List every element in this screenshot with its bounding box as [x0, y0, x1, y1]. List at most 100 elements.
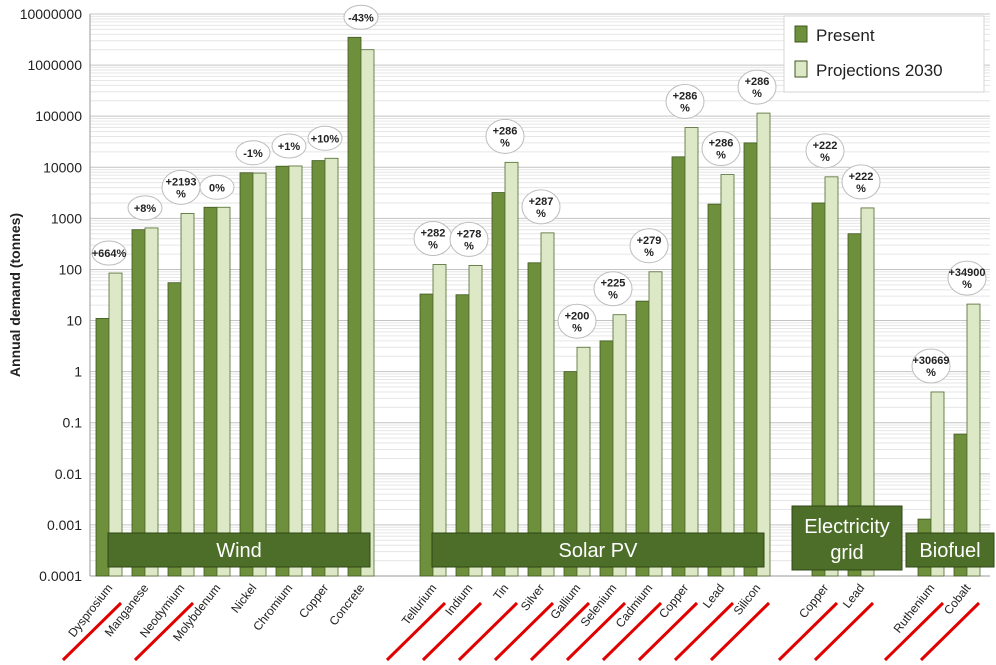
category-highlight-mark — [421, 601, 483, 662]
change-callout-text: +30669 — [912, 355, 949, 367]
change-callout-text: % — [572, 322, 582, 334]
change-callout-text: % — [962, 279, 972, 291]
change-callout-text: +10% — [311, 133, 340, 145]
change-callout-text: +278 — [457, 228, 482, 240]
bar-projection — [324, 157, 339, 577]
legend-swatch-projection — [794, 60, 808, 78]
change-callout-text: % — [856, 183, 866, 195]
legend-label-present: Present — [816, 26, 875, 45]
change-callout-bubble — [911, 348, 951, 384]
bar-projection — [860, 207, 875, 577]
category-highlight-mark — [601, 601, 663, 662]
change-callout-text: % — [644, 247, 654, 259]
category-highlight-mark — [493, 601, 555, 662]
bar-present — [671, 156, 686, 577]
bar-present — [743, 142, 758, 577]
change-callout-bubble — [271, 133, 307, 159]
y-axis-ticks: 0.0001 0.001 0.01 0.1 1 10 100 1000 10000 100000 1… — [20, 6, 83, 584]
change-callout-text: % — [926, 367, 936, 379]
x-tick-label: Lead — [700, 581, 727, 611]
legend: Present Projections 2030 — [783, 15, 985, 93]
change-callout-bubble — [307, 125, 343, 151]
change-callout-bubble — [629, 228, 669, 264]
change-callout-bubble — [701, 131, 741, 167]
x-tick-label: Tin — [490, 581, 511, 602]
change-callout-bubble — [593, 271, 633, 307]
category-highlight-mark — [529, 601, 591, 662]
change-callout-bubble — [127, 195, 163, 221]
bar-present — [275, 165, 290, 577]
change-callout-bubble — [521, 189, 561, 225]
category-highlight-mark — [673, 601, 735, 662]
group-label-text: Biofuel — [919, 540, 980, 562]
group-label-text: Wind — [216, 540, 262, 562]
change-callout-bubble — [485, 118, 525, 154]
bar-projection — [360, 49, 375, 577]
x-tick-label: Cadmium — [613, 581, 656, 630]
change-callout-text: +222 — [849, 171, 874, 183]
bar-projection — [576, 346, 591, 577]
change-callout-text: +8% — [134, 203, 157, 215]
change-callout-text: % — [464, 240, 474, 252]
bar-projection — [108, 272, 123, 577]
change-callout-bubble — [199, 174, 235, 200]
group-labels: Wind Solar PV Electricity grid Biofuel — [107, 505, 995, 571]
group-label-text: grid — [830, 542, 863, 564]
y-tick-label: 100 — [59, 261, 83, 277]
bar-present — [95, 318, 110, 577]
change-callout-bubble — [343, 4, 379, 30]
category-highlight-mark — [61, 601, 123, 662]
change-callout-bubble — [841, 164, 881, 200]
bar-projection — [288, 165, 303, 577]
change-callout-text: +279 — [637, 235, 662, 247]
y-axis-label: Annual demand (tonnes) — [7, 213, 23, 377]
change-callout-text: -43% — [348, 12, 374, 24]
bar-projection — [966, 303, 981, 577]
bar-projection — [180, 213, 195, 577]
change-callout-text: % — [752, 88, 762, 100]
change-callout-bubble — [665, 84, 705, 120]
change-callout-bubble — [805, 133, 845, 169]
x-tick-label: Nickel — [228, 581, 259, 615]
y-tick-label: 10000000 — [20, 6, 83, 22]
change-callout-text: 0% — [209, 182, 225, 194]
change-callout-bubble — [947, 260, 987, 296]
bar-projection — [144, 227, 159, 577]
change-callout-bubble — [557, 303, 597, 339]
bar-projection — [216, 206, 231, 577]
bar-projection — [468, 265, 483, 577]
bar-present — [347, 36, 362, 577]
category-highlight-mark — [637, 601, 699, 662]
change-callout-text: +225 — [601, 278, 626, 290]
change-callout-text: % — [428, 240, 438, 252]
bar-projection — [756, 112, 771, 577]
y-tick-label: 0.1 — [63, 415, 83, 431]
x-tick-label: Ruthenium — [891, 581, 938, 635]
bar-present — [707, 203, 722, 577]
category-highlight-mark — [385, 601, 447, 662]
bars — [95, 36, 981, 577]
change-callout-text: % — [820, 152, 830, 164]
change-callout-bubble — [91, 240, 127, 266]
category-highlight-mark — [919, 601, 981, 662]
change-callout-text: +200 — [565, 310, 590, 322]
change-callout-text: +1% — [278, 141, 301, 153]
bar-projection — [824, 176, 839, 577]
legend-label-projection: Projections 2030 — [816, 61, 943, 80]
change-callout-text: % — [536, 208, 546, 220]
y-tick-label: 1000000 — [27, 57, 82, 73]
change-callout-text: +2193 — [166, 176, 197, 188]
category-highlight-mark — [133, 601, 195, 662]
change-callout-text: +286 — [673, 91, 698, 103]
bar-present — [131, 229, 146, 577]
change-callout-text: +286 — [745, 76, 770, 88]
bar-projection — [684, 127, 699, 577]
change-callout-text: -1% — [243, 148, 263, 160]
category-highlight-mark — [565, 601, 627, 662]
change-callouts: +664%+8%+2193%0%-1%+1%+10%-43%+282%+278%… — [91, 4, 987, 384]
bar-projection — [540, 232, 555, 577]
bar-present — [311, 160, 326, 577]
change-callout-text: % — [608, 290, 618, 302]
y-tick-label: 1000 — [51, 210, 82, 226]
